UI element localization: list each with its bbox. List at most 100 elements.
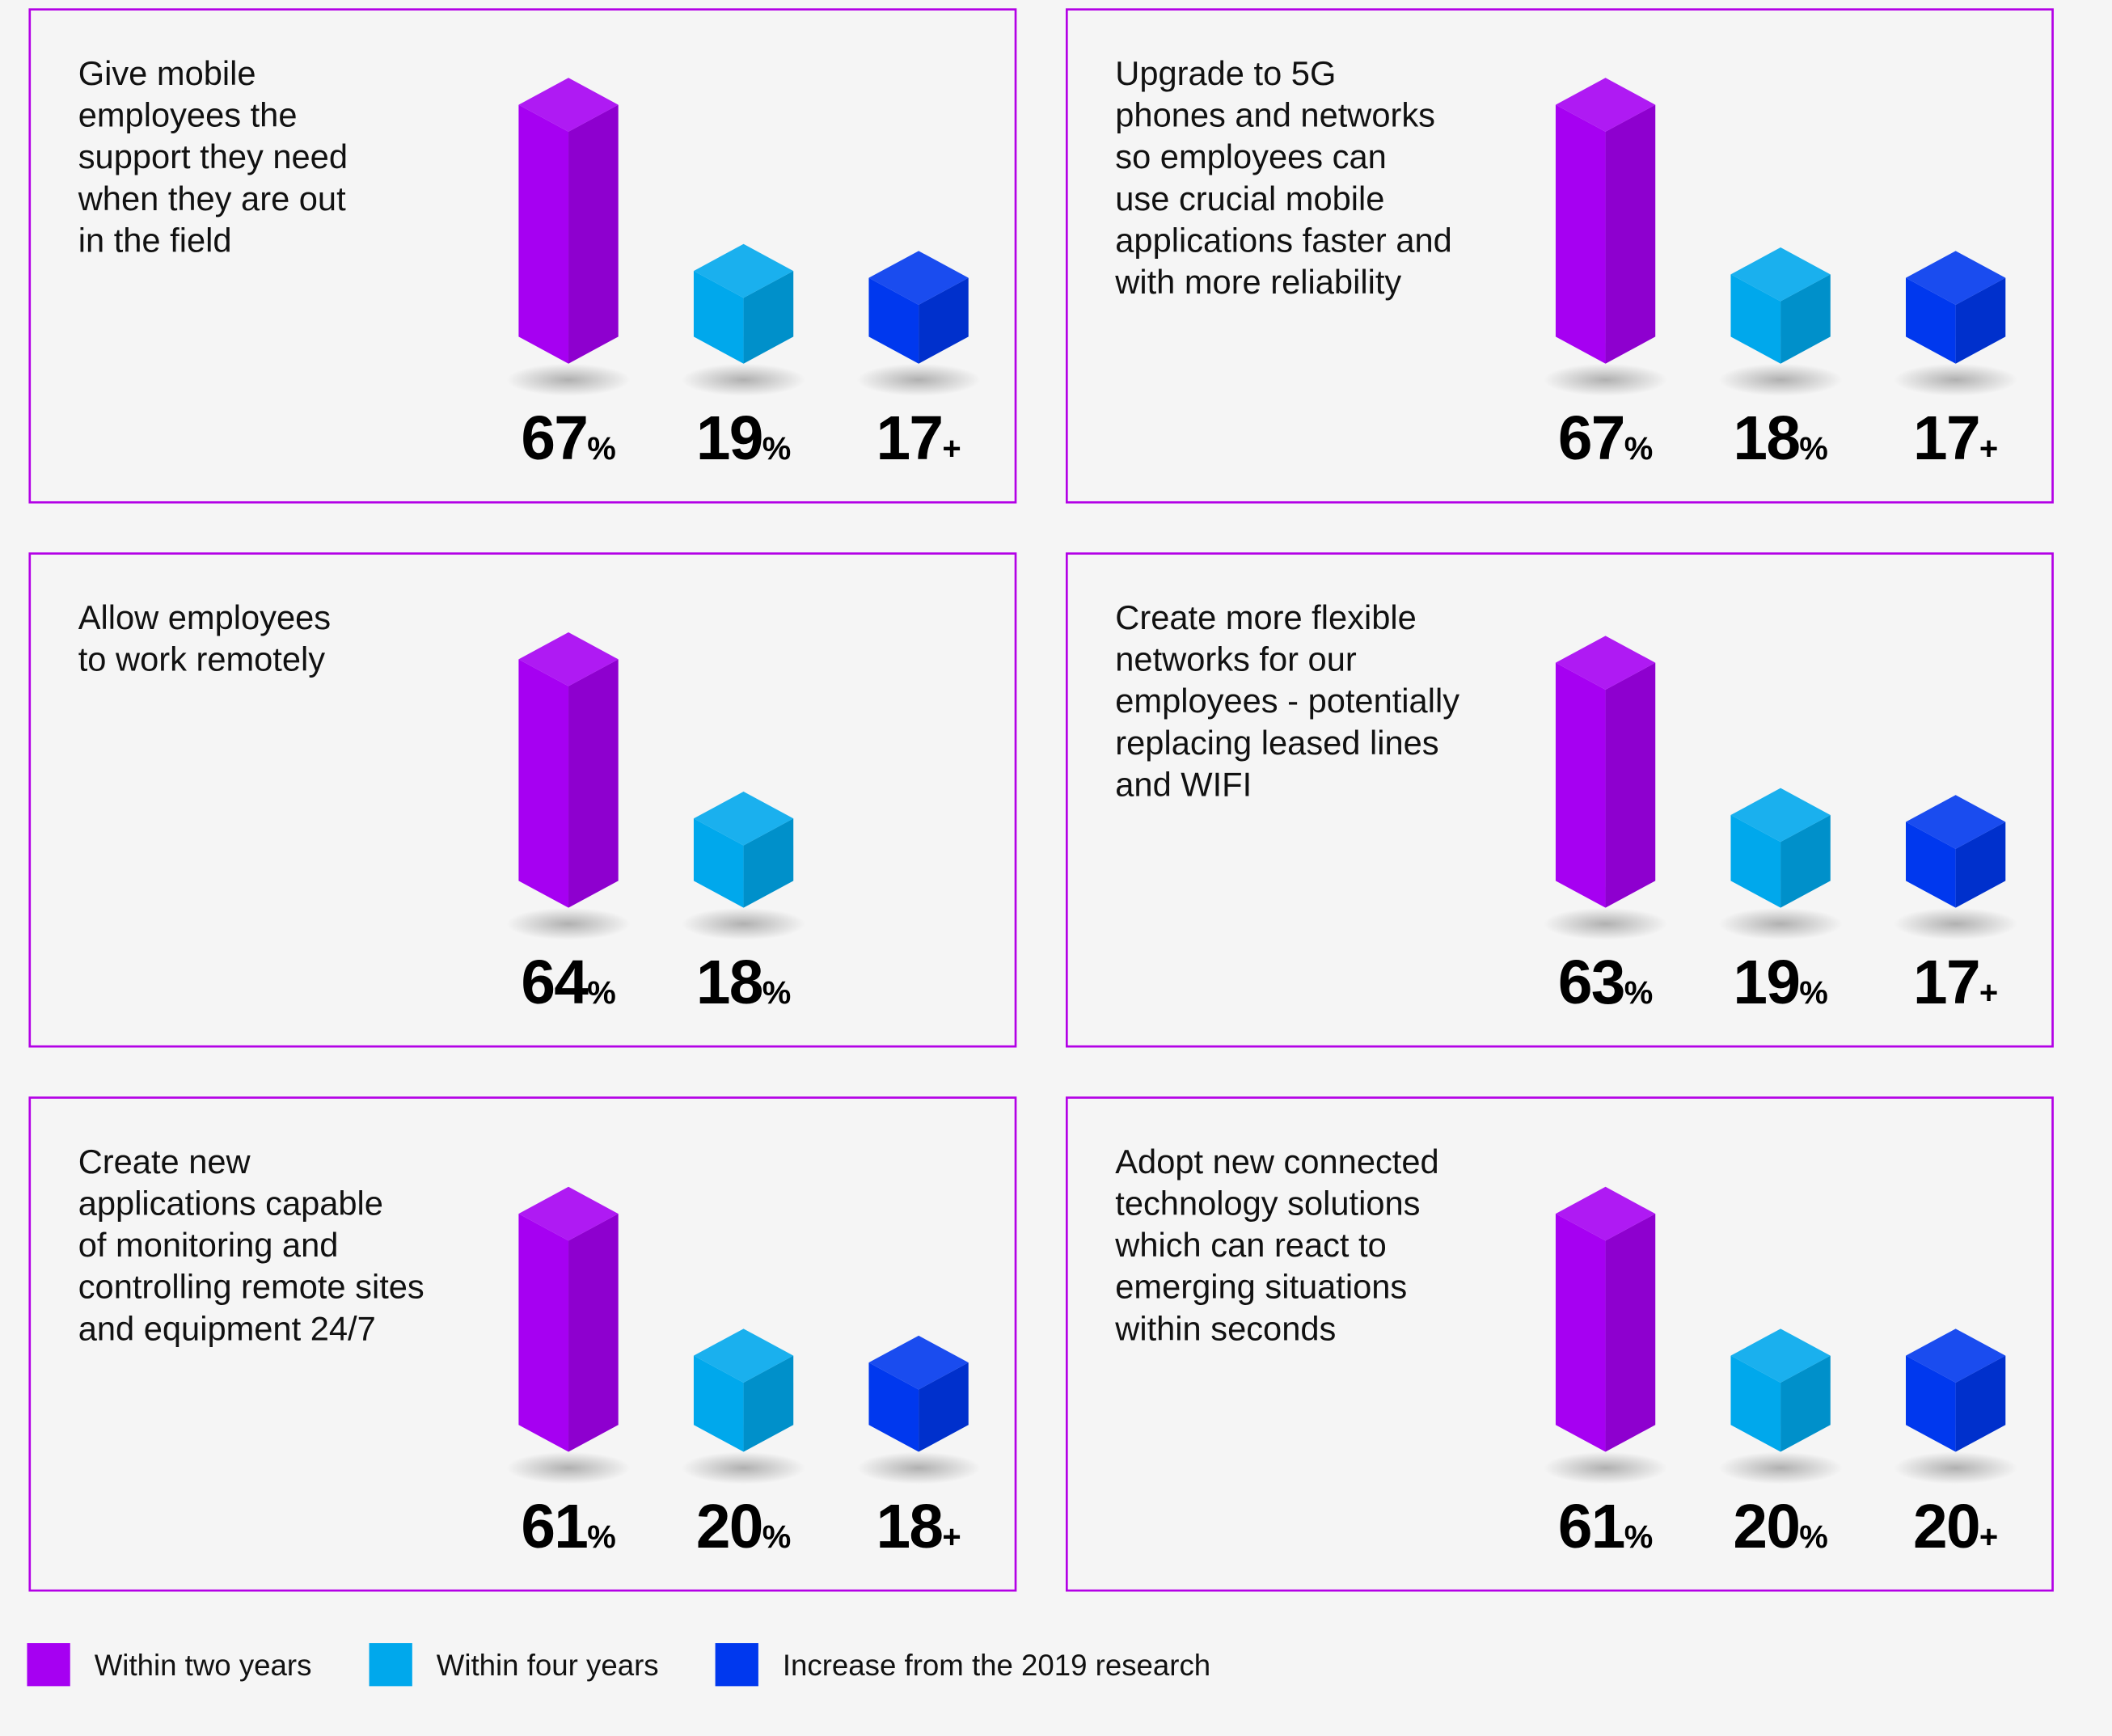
bar-left-face [693,1355,744,1452]
bar-shadow [1543,1451,1668,1485]
bar-left-face [1730,274,1781,364]
panel-title: within seconds [1114,1309,1336,1347]
bar [693,1328,794,1452]
value-label: 17+ [1913,948,1998,1017]
bar-right-face [1780,274,1831,364]
bar-top-light [518,632,619,686]
bar-top-light [868,251,969,305]
value-label: 20+ [1913,1493,1998,1561]
value-label: 18% [696,948,791,1017]
panel-title: with more reliability [1114,263,1401,301]
bar-top-light [693,1328,794,1383]
value-label: 64% [521,948,615,1017]
bar [518,78,619,364]
bar-left-face [693,818,744,908]
bar-top-light [518,1186,619,1241]
bar-shadow [856,363,981,396]
bar-right-face [1780,1355,1831,1452]
bar-top-light [693,243,794,298]
value-label: 19% [696,404,791,473]
value-label: 18% [1733,404,1827,473]
bar-right-shade [1605,662,1656,908]
panel-title: networks for our [1115,640,1357,678]
bar-right-face [1955,822,2006,908]
bar-top-face [1730,788,1831,843]
bar-right-face [1605,662,1656,908]
bar-left-face [1906,822,1956,908]
value-label: 61% [521,1493,615,1561]
value-label: 63% [1558,948,1653,1017]
bar-left-face [868,277,919,364]
bar-top-face [1906,1328,2006,1383]
bar-left-face [518,659,569,908]
bar-top-light [1555,78,1656,132]
panel-border [28,1096,1017,1592]
bar [693,243,794,364]
bar-top-light [693,791,794,846]
panel-title: Create more flexible [1115,598,1416,636]
panel-border [1065,8,2054,504]
bar-top-light [1730,1328,1831,1383]
bar [1555,636,1656,908]
bar-right-face [919,1362,969,1452]
panel-title: and WIFI [1115,765,1252,803]
bar [1730,788,1831,908]
bar [518,1186,619,1452]
bar-left-face [1730,1355,1781,1452]
bar-shadow [506,1451,631,1485]
bar [1906,795,2006,908]
legend-swatch [369,1643,412,1687]
value-label: 61% [1558,1493,1653,1561]
panel-title: employees - potentially [1115,682,1459,720]
bar-right-shade [743,818,794,908]
bar-left-face [868,1362,919,1452]
value-label: 17+ [1913,404,1998,473]
panel-border [28,8,1017,504]
panel-title: of monitoring and [78,1226,339,1264]
bar-top-face [693,243,794,298]
bar-right-shade [1955,277,2006,364]
bar-shadow [681,363,806,396]
panel-title: support they need [78,137,348,175]
bar-right-face [1605,1214,1656,1452]
panel-title: Create new [78,1143,251,1181]
bar-left-face [518,1214,569,1452]
bar-right-face [743,1355,794,1452]
bar [868,1335,969,1452]
panel-title: employees the [78,96,298,134]
bar-left-face [1906,277,1956,364]
bar-right-shade [1605,1214,1656,1452]
value-label: 17+ [876,404,961,473]
bar-top-light [1906,251,2006,305]
bar-top-face [1555,1186,1656,1241]
bar-shadow [1543,907,1668,940]
bar-top-face [518,632,619,686]
bar-shadow [1543,363,1668,396]
bar-top-face [1555,78,1656,132]
panel-title: in the field [78,221,232,259]
bar-right-shade [1780,814,1831,908]
bar-left-face [1906,1355,1956,1452]
value-label: 20% [696,1493,791,1561]
bar [1555,78,1656,364]
bar-right-shade [743,271,794,364]
bar-top-light [518,78,619,132]
bar-top-face [868,1335,969,1390]
panel-title: applications capable [78,1184,383,1222]
bar-shadow [1894,1451,2018,1485]
bar-top-face [518,1186,619,1241]
bar-top-face [1906,795,2006,849]
panel-title: emerging situations [1115,1268,1407,1306]
panel-title: and equipment 24/7 [78,1309,376,1347]
panel-title: Allow employees [78,598,331,636]
bar [693,791,794,908]
bar [1906,1328,2006,1452]
panel-border [1065,552,2054,1048]
legend-swatch [715,1643,758,1687]
bar-top-light [1906,795,2006,849]
bar-right-shade [1780,274,1831,364]
panel-title: to work remotely [78,640,326,678]
bar-shadow [1894,907,2018,940]
